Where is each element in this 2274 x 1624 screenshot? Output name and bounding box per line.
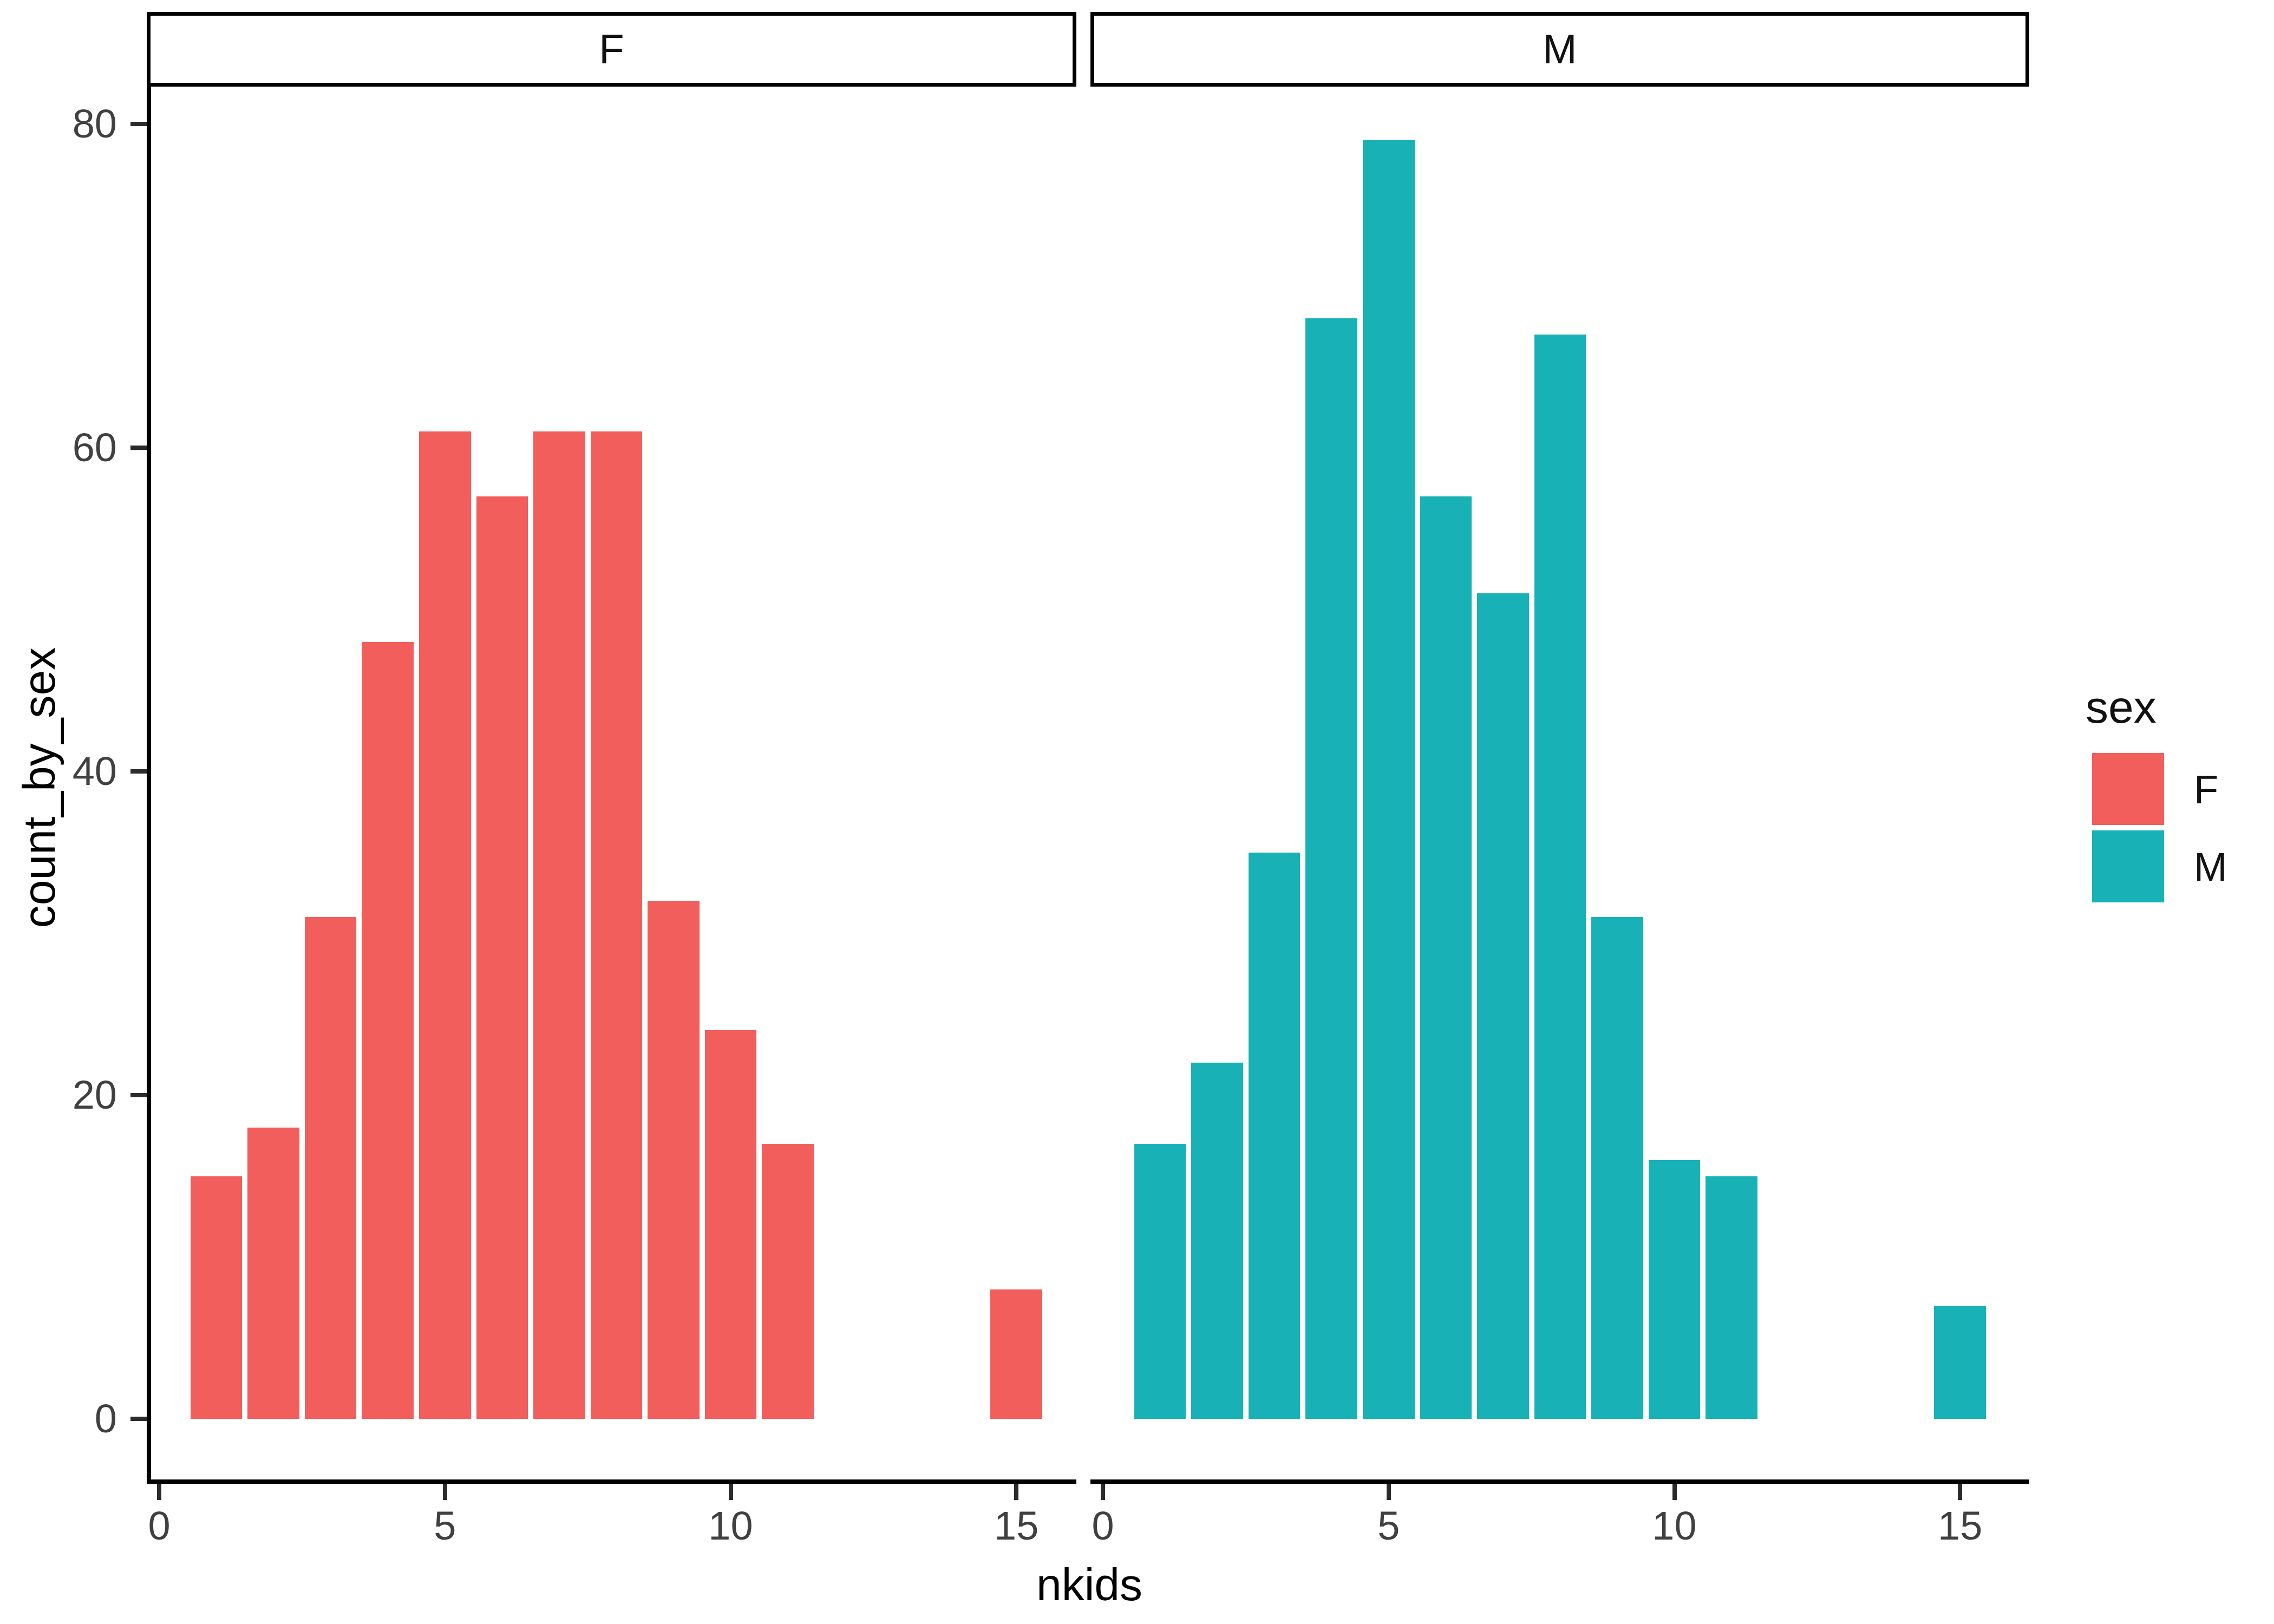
bar-F-nkids-9: [648, 901, 700, 1419]
x-tick-label-M-15: 15: [1938, 1506, 1982, 1546]
bar-F-nkids-3: [305, 917, 357, 1419]
bar-M-nkids-2: [1191, 1063, 1243, 1419]
x-tick-label-F-15: 15: [994, 1506, 1038, 1546]
facet-strip-f-label: F: [599, 29, 624, 70]
y-axis-line: [147, 87, 151, 1484]
x-axis-line-M: [1090, 1479, 2029, 1484]
y-tick-0: [130, 1417, 147, 1421]
bar-M-nkids-15: [1934, 1306, 1986, 1419]
bar-F-nkids-8: [591, 431, 643, 1419]
legend-label-f: F: [2194, 770, 2218, 810]
x-tick-F-15: [1014, 1484, 1018, 1500]
x-tick-M-10: [1672, 1484, 1677, 1500]
x-tick-label-F-5: 5: [434, 1506, 456, 1546]
bar-M-nkids-8: [1534, 335, 1586, 1419]
x-tick-M-15: [1958, 1484, 1962, 1500]
bar-F-nkids-1: [191, 1176, 243, 1419]
bar-M-nkids-7: [1477, 593, 1529, 1419]
legend-title: sex: [2086, 684, 2157, 730]
facet-strip-f: F: [147, 12, 1076, 87]
x-tick-label-F-0: 0: [148, 1506, 170, 1546]
x-tick-F-5: [443, 1484, 447, 1500]
y-tick-60: [130, 446, 147, 450]
y-tick-label-0: 0: [36, 1399, 117, 1439]
bar-F-nkids-7: [533, 431, 585, 1419]
x-tick-F-0: [157, 1484, 161, 1500]
bar-F-nkids-2: [247, 1128, 299, 1419]
x-tick-label-M-10: 10: [1652, 1506, 1696, 1546]
y-tick-label-20: 20: [36, 1075, 117, 1115]
bar-M-nkids-6: [1420, 496, 1472, 1419]
bar-M-nkids-3: [1249, 853, 1301, 1419]
y-tick-label-80: 80: [36, 104, 117, 144]
bar-F-nkids-10: [705, 1030, 757, 1419]
x-tick-label-M-0: 0: [1092, 1506, 1114, 1546]
bar-F-nkids-11: [762, 1144, 814, 1419]
y-tick-40: [130, 769, 147, 774]
bar-F-nkids-4: [362, 642, 414, 1419]
y-tick-80: [130, 122, 147, 126]
facet-strip-m: M: [1090, 12, 2029, 87]
bar-F-nkids-15: [990, 1289, 1042, 1419]
bar-M-nkids-11: [1706, 1176, 1757, 1419]
x-tick-M-5: [1387, 1484, 1391, 1500]
y-tick-20: [130, 1093, 147, 1097]
bar-M-nkids-5: [1363, 140, 1415, 1419]
bar-M-nkids-9: [1591, 917, 1643, 1419]
bar-F-nkids-5: [419, 431, 471, 1419]
x-tick-label-F-10: 10: [708, 1506, 753, 1546]
x-axis-line-F: [147, 1479, 1076, 1484]
plot-canvas: F M nkids count_by_sex sex F M 051015051…: [0, 0, 2274, 1624]
bar-M-nkids-10: [1649, 1160, 1701, 1419]
x-tick-M-0: [1101, 1484, 1105, 1500]
bar-M-nkids-4: [1305, 318, 1357, 1419]
x-tick-label-M-5: 5: [1377, 1506, 1400, 1546]
facet-strip-m-label: M: [1543, 29, 1577, 70]
legend-swatch-f: [2092, 753, 2164, 825]
x-tick-F-10: [729, 1484, 733, 1500]
y-tick-label-60: 60: [36, 428, 117, 468]
bar-M-nkids-1: [1134, 1144, 1186, 1419]
x-axis-title: nkids: [873, 1562, 1306, 1607]
y-tick-label-40: 40: [36, 751, 117, 791]
legend-swatch-m: [2092, 830, 2164, 902]
bar-F-nkids-6: [476, 496, 528, 1419]
legend-label-m: M: [2194, 847, 2227, 887]
